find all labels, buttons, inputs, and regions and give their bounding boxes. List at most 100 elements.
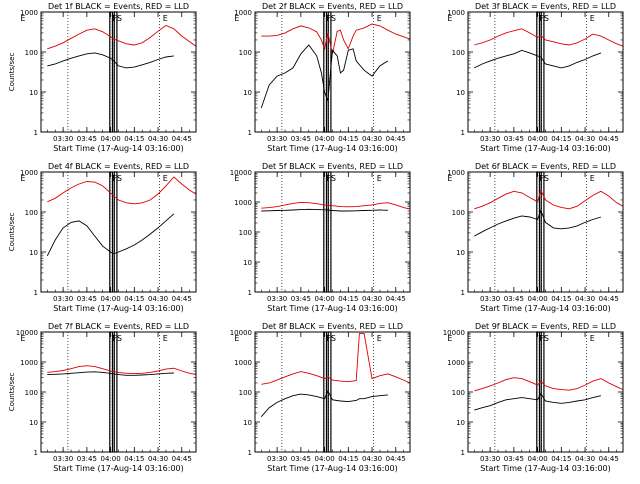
ytick-label: 10 — [243, 89, 252, 97]
y-axis-label: Counts/sec — [8, 373, 16, 412]
ytick-label: 100 — [239, 229, 252, 237]
panel-title: Det 8f BLACK = Events, RED = LLD — [262, 322, 403, 331]
xtick-label: 03:45 — [504, 455, 524, 463]
ytick-label: 10 — [456, 419, 465, 427]
series-events-line — [260, 389, 388, 417]
xtick-label: 04:00 — [100, 455, 120, 463]
ytick-label: 1 — [248, 449, 252, 457]
xtick-label: 03:30 — [480, 135, 500, 143]
flag-letter: S — [544, 174, 549, 183]
ytick-label: 1 — [34, 449, 38, 457]
xtick-label: 04:30 — [575, 295, 595, 303]
panel-title: Det 6f BLACK = Events, RED = LLD — [475, 162, 616, 171]
xtick-label: 03:30 — [267, 455, 287, 463]
ytick-label: 1000 — [447, 169, 465, 177]
ytick-label: 10000 — [443, 329, 465, 337]
series-lld-line — [474, 28, 624, 47]
ytick-label: 1 — [461, 449, 465, 457]
ytick-label: 1 — [34, 289, 38, 297]
panel-title: Det 3f BLACK = Events, RED = LLD — [475, 2, 616, 11]
xtick-label: 04:15 — [551, 295, 571, 303]
flag-letter: F — [326, 174, 331, 183]
xtick-label: 04:15 — [551, 455, 571, 463]
series-lld-line — [261, 23, 411, 54]
flag-letter: E — [590, 174, 595, 183]
panel-title: Det 2f BLACK = Events, RED = LLD — [262, 2, 403, 11]
ytick-label: 100 — [25, 209, 38, 217]
xtick-label: 04:45 — [386, 295, 406, 303]
flag-letter: E — [590, 334, 595, 343]
ytick-label: 100 — [452, 49, 465, 57]
ytick-label: 1 — [248, 129, 252, 137]
series-lld-line — [47, 176, 197, 205]
panel-5: Det 5f BLACK = Events, RED = LLD 1 10 100 10… — [230, 162, 411, 313]
ytick-label: 1000 — [447, 359, 465, 367]
flag-letter: E — [447, 334, 452, 343]
ytick-label: 1 — [461, 289, 465, 297]
ytick-label: 1 — [34, 129, 38, 137]
flag-letter: F — [539, 14, 544, 23]
flag-box — [536, 331, 541, 453]
xtick-label: 04:45 — [599, 135, 619, 143]
ytick-label: 10000 — [230, 329, 252, 337]
xtick-label: 04:45 — [386, 455, 406, 463]
flag-letter: S — [117, 14, 122, 23]
xtick-label: 03:45 — [504, 135, 524, 143]
ytick-label: 100 — [25, 389, 38, 397]
flag-letter: E — [377, 334, 382, 343]
xtick-label: 04:45 — [386, 135, 406, 143]
flag-box — [536, 171, 541, 293]
xtick-label: 03:45 — [504, 295, 524, 303]
ytick-label: 1000 — [447, 9, 465, 17]
ytick-label: 1000 — [20, 169, 38, 177]
series-lld-line — [261, 201, 411, 210]
xtick-label: 04:00 — [314, 455, 334, 463]
flag-letter: S — [331, 334, 336, 343]
flag-letter: F — [112, 174, 117, 183]
flag-letter: E — [377, 14, 382, 23]
xtick-label: 04:45 — [172, 295, 192, 303]
flag-letter: S — [544, 14, 549, 23]
xtick-label: 03:45 — [291, 295, 311, 303]
xtick-label: 04:45 — [599, 455, 619, 463]
flag-box — [323, 331, 328, 453]
series-events-line — [47, 371, 174, 376]
flag-letter: E — [590, 14, 595, 23]
flag-letter: E — [234, 334, 239, 343]
flag-box — [540, 331, 545, 453]
flag-letter: E — [20, 334, 25, 343]
panel-4: Det 4f BLACK = Events, RED = LLD 1 10 100 10… — [8, 162, 197, 313]
ytick-label: 10 — [456, 249, 465, 257]
panel-title: Det 1f BLACK = Events, RED = LLD — [48, 2, 189, 11]
series-lld-line — [47, 24, 197, 50]
xtick-label: 03:30 — [53, 295, 73, 303]
flag-letter: E — [447, 174, 452, 183]
flag-letter: S — [117, 334, 122, 343]
series-events-line — [260, 44, 389, 109]
xtick-label: 04:30 — [148, 135, 168, 143]
flag-letter: E — [234, 14, 239, 23]
xtick-label: 04:15 — [124, 295, 144, 303]
x-axis-label: Start Time (17-Aug-14 03:16:00) — [53, 144, 184, 153]
flag-letter: E — [163, 14, 168, 23]
xtick-label: 04:00 — [314, 135, 334, 143]
ytick-label: 100 — [452, 209, 465, 217]
x-axis-label: Start Time (17-Aug-14 03:16:00) — [267, 304, 398, 313]
flag-letter: F — [326, 334, 331, 343]
x-axis-label: Start Time (17-Aug-14 03:16:00) — [480, 304, 611, 313]
ytick-label: 10000 — [230, 169, 252, 177]
xtick-label: 03:45 — [77, 455, 97, 463]
series-lld-line — [474, 188, 624, 210]
y-axis-label: Counts/sec — [8, 53, 16, 92]
xtick-label: 04:15 — [124, 455, 144, 463]
plot-frame — [467, 171, 624, 293]
xtick-label: 04:30 — [362, 135, 382, 143]
xtick-label: 04:45 — [172, 135, 192, 143]
xtick-label: 04:30 — [362, 455, 382, 463]
panel-3: Det 3f BLACK = Events, RED = LLD 1 10 100 10… — [447, 2, 624, 153]
flag-letter: E — [234, 174, 239, 183]
ytick-label: 1 — [461, 129, 465, 137]
x-axis-label: Start Time (17-Aug-14 03:16:00) — [53, 304, 184, 313]
flag-box — [109, 331, 114, 453]
